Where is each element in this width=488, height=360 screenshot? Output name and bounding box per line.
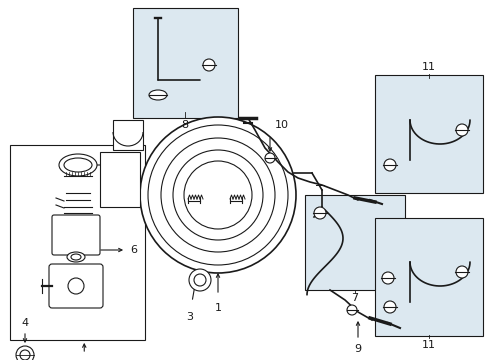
Circle shape: [140, 117, 295, 273]
Text: 11: 11: [421, 62, 435, 72]
Text: 11: 11: [421, 340, 435, 350]
Bar: [100, 152, 140, 207]
Text: 4: 4: [21, 318, 28, 328]
Circle shape: [313, 207, 325, 219]
Bar: [133, 8, 238, 118]
Circle shape: [264, 153, 274, 163]
Ellipse shape: [59, 154, 97, 176]
Ellipse shape: [64, 158, 92, 172]
FancyBboxPatch shape: [52, 215, 100, 255]
Circle shape: [455, 266, 467, 278]
FancyBboxPatch shape: [49, 264, 103, 308]
Text: 7: 7: [351, 293, 358, 303]
Text: 10: 10: [274, 120, 288, 130]
Circle shape: [194, 274, 205, 286]
Text: 8: 8: [181, 120, 188, 130]
Circle shape: [381, 272, 393, 284]
Ellipse shape: [71, 254, 81, 260]
Circle shape: [455, 124, 467, 136]
Circle shape: [383, 301, 395, 313]
Bar: [10, 145, 145, 340]
Text: 3: 3: [186, 312, 193, 322]
Circle shape: [346, 305, 356, 315]
Bar: [374, 75, 482, 193]
Circle shape: [16, 346, 34, 360]
Circle shape: [189, 269, 210, 291]
Text: 6: 6: [130, 245, 137, 255]
Text: 5: 5: [122, 160, 129, 170]
Circle shape: [203, 59, 215, 71]
Circle shape: [383, 159, 395, 171]
Circle shape: [68, 278, 84, 294]
Text: 9: 9: [354, 344, 361, 354]
Ellipse shape: [67, 252, 85, 262]
Text: 1: 1: [214, 303, 221, 313]
Ellipse shape: [149, 90, 167, 100]
Circle shape: [20, 350, 30, 360]
Bar: [305, 195, 404, 290]
Bar: [113, 120, 142, 150]
Bar: [374, 218, 482, 336]
